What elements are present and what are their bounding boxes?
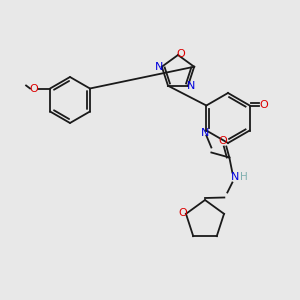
Text: O: O (177, 49, 185, 59)
Text: H: H (241, 172, 248, 182)
Text: O: O (218, 136, 227, 146)
Text: N: N (201, 128, 209, 137)
Text: O: O (178, 208, 188, 218)
Text: N: N (231, 172, 239, 182)
Text: O: O (259, 100, 268, 110)
Text: O: O (30, 83, 38, 94)
Text: N: N (187, 81, 195, 91)
Text: N: N (154, 62, 163, 72)
